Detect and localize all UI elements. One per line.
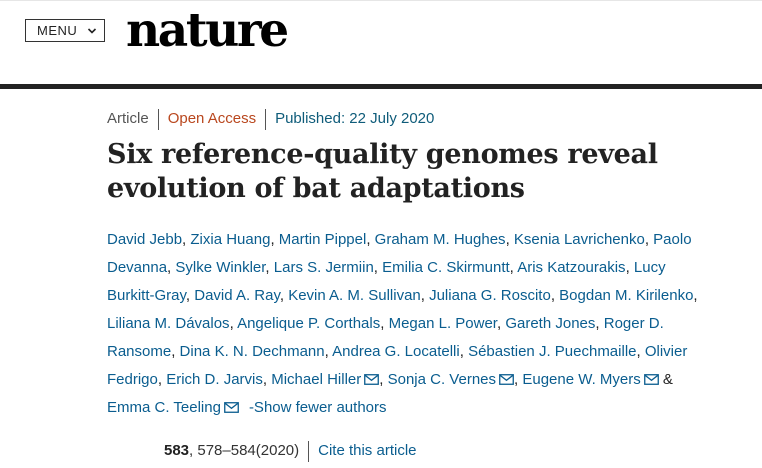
citation-divider [308,440,310,462]
author-link[interactable]: Megan L. Power [388,315,497,332]
author-entry: Sébastien J. Puechmaille [468,343,636,360]
author-entry: Gareth Jones [505,315,595,332]
author-entry: Bogdan M. Kirilenko [559,287,693,304]
author-entry: Zixia Huang [190,231,270,248]
pages-year: , 578–584(2020) [189,442,300,459]
author-entry: Emilia C. Skirmuntt [382,259,510,276]
author-entry: Lucy Burkitt-Gray [107,259,666,304]
author-entry: Graham M. Hughes [375,231,506,248]
chevron-down-icon [88,27,97,34]
article-meta: Article Open Access Published: 22 July 2… [107,108,434,130]
author-entry: Sylke Winkler [175,259,265,276]
author-entry: Erich D. Jarvis [166,371,263,388]
author-link[interactable]: Dina K. N. Dechmann [179,343,325,360]
mail-icon[interactable] [364,367,380,385]
show-fewer-authors-link[interactable]: -Show fewer authors [248,399,387,416]
nature-logo[interactable]: nature [126,3,289,58]
author-entry: Martin Pippel [279,231,367,248]
author-entry: Dina K. N. Dechmann [180,343,325,360]
author-entry: Aris Katzourakis [517,259,625,276]
meta-divider [157,108,159,130]
mail-icon[interactable] [499,367,514,385]
author-link[interactable]: Paolo Devanna [107,231,692,276]
author-entry: Paolo Devanna [107,231,692,276]
author-entry: David Jebb [107,231,182,248]
author-link[interactable]: Andrea G. Locatelli [332,343,460,360]
author-link[interactable]: Angelique P. Corthals [237,315,381,332]
author-ampersand: & [662,371,673,388]
author-link[interactable]: Zixia Huang [190,231,271,248]
cite-this-article-link[interactable]: Cite this article [318,442,417,459]
menu-label: MENU [37,23,78,38]
published-date: Published: 22 July 2020 [275,110,435,127]
citation-line: 583 , 578–584(2020) Cite this article [164,440,417,462]
meta-divider [265,108,267,130]
author-entry: Megan L. Power [389,315,497,332]
author-link[interactable]: Gareth Jones [505,315,596,332]
author-link[interactable]: Erich D. Jarvis [166,371,263,388]
author-entry: Kevin A. M. Sullivan [288,287,421,304]
mail-icon[interactable] [224,395,239,413]
author-entry: Emma C. Teeling [107,399,239,416]
top-border [0,0,762,1]
author-list: David Jebb, Zixia Huang, Martin Pippel, … [107,231,698,416]
author-entry: Ksenia Lavrichenko [514,231,645,248]
author-entry: Liliana M. Dávalos [107,315,230,332]
author-entry: Angelique P. Corthals [237,315,380,332]
header-divider [0,84,762,89]
author-link[interactable]: Michael Hiller [271,371,362,388]
author-entry: Sonja C. Vernes [388,371,514,388]
author-link[interactable]: David Jebb [107,231,183,248]
author-link[interactable]: Sonja C. Vernes [387,371,497,388]
author-link[interactable]: Sylke Winkler [175,259,266,276]
author-link[interactable]: Roger D. Ransome [107,315,664,360]
author-link[interactable]: Emma C. Teeling [107,399,221,416]
author-link[interactable]: Juliana G. Roscito [429,287,551,304]
author-link[interactable]: Eugene W. Myers [522,371,641,388]
volume-number: 583 [164,442,190,459]
open-access-badge: Open Access [167,110,257,127]
article-title: Six reference-quality genomes reveal evo… [107,139,658,204]
author-link[interactable]: Emilia C. Skirmuntt [382,259,510,276]
author-link[interactable]: Sébastien J. Puechmaille [468,343,637,360]
author-entry: Roger D. Ransome [107,315,664,360]
author-link[interactable]: David A. Ray [194,287,280,304]
author-entry: Eugene W. Myers [522,371,659,388]
author-link[interactable]: Olivier Fedrigo [107,343,688,388]
author-link[interactable]: Bogdan M. Kirilenko [559,287,694,304]
author-link[interactable]: Martin Pippel [278,231,367,248]
author-link[interactable]: Lucy Burkitt-Gray [107,259,666,304]
article-type: Article [107,110,149,127]
author-link[interactable]: Graham M. Hughes [374,231,506,248]
author-link[interactable]: Lars S. Jermiin [273,259,374,276]
author-entry: Andrea G. Locatelli [332,343,460,360]
author-entry: Lars S. Jermiin [274,259,374,276]
author-entry: Olivier Fedrigo [107,343,687,388]
author-link[interactable]: Kevin A. M. Sullivan [288,287,421,304]
author-link[interactable]: Aris Katzourakis [517,259,626,276]
author-entry: Michael Hiller [271,371,380,388]
author-link[interactable]: Ksenia Lavrichenko [513,231,645,248]
menu-button[interactable]: MENU [25,19,105,42]
mail-icon[interactable] [643,367,659,385]
site-header: MENU nature [0,0,762,84]
author-link[interactable]: Liliana M. Dávalos [107,315,230,332]
author-entry: David A. Ray [194,287,280,304]
author-entry: Juliana G. Roscito [429,287,551,304]
